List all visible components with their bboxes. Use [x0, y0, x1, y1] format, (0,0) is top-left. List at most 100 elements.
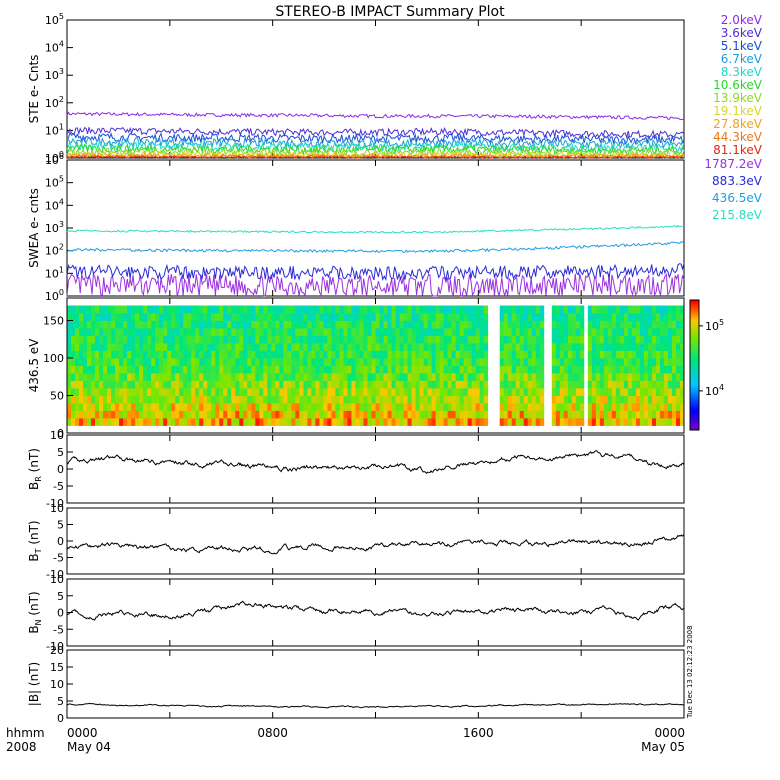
heatmap-cell [567, 365, 573, 374]
heatmap-cell [515, 328, 521, 336]
heatmap-cell [175, 403, 180, 411]
heatmap-cell [579, 395, 585, 404]
heatmap-cell [159, 313, 164, 321]
heatmap-cell [75, 418, 80, 426]
heatmap-cell [479, 328, 485, 336]
heatmap-cell [311, 343, 316, 351]
heatmap-cell [199, 380, 204, 389]
heatmap-cell [171, 320, 176, 329]
heatmap-cell [631, 350, 637, 359]
heatmap-cell [559, 395, 565, 404]
heatmap-cell [511, 395, 517, 404]
heatmap-cell [327, 365, 332, 374]
heatmap-cell [255, 313, 260, 321]
heatmap-cell [175, 320, 180, 329]
heatmap-cell [127, 410, 132, 419]
heatmap-cell [499, 380, 505, 389]
heatmap-cell [359, 403, 364, 411]
colorbar-swatch [690, 398, 699, 401]
heatmap-cell [75, 320, 80, 329]
heatmap-cell [503, 305, 509, 314]
heatmap-cell [567, 403, 573, 411]
heatmap-cell [407, 395, 412, 404]
heatmap-cell [439, 418, 445, 426]
heatmap-cell [299, 305, 304, 314]
heatmap-cell [667, 365, 673, 374]
heatmap-cell [419, 358, 424, 366]
heatmap-cell [587, 395, 593, 404]
heatmap-cell [407, 365, 412, 374]
heatmap-cell [403, 305, 408, 314]
heatmap-cell [275, 373, 280, 381]
heatmap-cell [407, 358, 412, 366]
heatmap-cell [615, 343, 621, 351]
heatmap-cell [679, 343, 685, 351]
heatmap-cell [415, 320, 420, 329]
colorbar-swatch [690, 310, 699, 313]
heatmap-cell [647, 328, 653, 336]
heatmap-cell [451, 388, 457, 396]
heatmap-cell [667, 358, 673, 366]
heatmap-cell [639, 305, 645, 314]
heatmap-cell [247, 373, 252, 381]
heatmap-cell [367, 365, 372, 374]
heatmap-cell [551, 365, 557, 374]
heatmap-cell [103, 305, 108, 314]
heatmap-cell [303, 305, 308, 314]
heatmap-cell [183, 380, 188, 389]
heatmap-cell [527, 403, 533, 411]
heatmap-cell [431, 380, 436, 389]
heatmap-cell [463, 305, 469, 314]
heatmap-cell [143, 380, 148, 389]
heatmap-cell [95, 343, 100, 351]
heatmap-cell [387, 410, 392, 419]
heatmap-cell [523, 305, 529, 314]
heatmap-cell [447, 403, 453, 411]
heatmap-cell [379, 365, 384, 374]
heatmap-cell [643, 350, 649, 359]
heatmap-cell [395, 305, 400, 314]
heatmap-cell [383, 313, 388, 321]
heatmap-cell [107, 410, 112, 419]
heatmap-cell [67, 320, 72, 329]
heatmap-cell [591, 328, 597, 336]
heatmap-cell [87, 418, 92, 426]
series-line [66, 126, 685, 140]
heatmap-cell [423, 418, 428, 426]
heatmap-cell [179, 343, 184, 351]
heatmap-cell [671, 373, 677, 381]
heatmap-cell [371, 358, 376, 366]
heatmap-cell [459, 343, 465, 351]
heatmap-cell [347, 320, 352, 329]
heatmap-cell [75, 313, 80, 321]
colorbar-swatch [690, 352, 699, 355]
heatmap-cell [383, 418, 388, 426]
heatmap-cell [595, 403, 601, 411]
heatmap-cell [435, 365, 441, 374]
heatmap-cell [511, 335, 517, 344]
heatmap-cell [207, 403, 212, 411]
heatmap-cell [611, 380, 617, 389]
heatmap-cell [371, 380, 376, 389]
heatmap-cell [579, 320, 585, 329]
heatmap-cell [563, 418, 569, 426]
heatmap-cell [335, 320, 340, 329]
heatmap-cell [359, 343, 364, 351]
heatmap-cell [271, 305, 276, 314]
heatmap-cell [259, 358, 264, 366]
heatmap-cell [187, 388, 192, 396]
heatmap-cell [435, 395, 441, 404]
heatmap-cell [195, 313, 200, 321]
heatmap-cell [539, 373, 545, 381]
heatmap-cell [427, 335, 432, 344]
colorbar-swatch [690, 354, 699, 357]
heatmap-cell [671, 320, 677, 329]
heatmap-cell [571, 373, 577, 381]
heatmap-cell [631, 395, 637, 404]
heatmap-cell [83, 313, 88, 321]
heatmap-cell [175, 388, 180, 396]
heatmap-cell [103, 380, 108, 389]
heatmap-cell [111, 373, 116, 381]
heatmap-cell [667, 313, 673, 321]
heatmap-cell [71, 365, 76, 374]
